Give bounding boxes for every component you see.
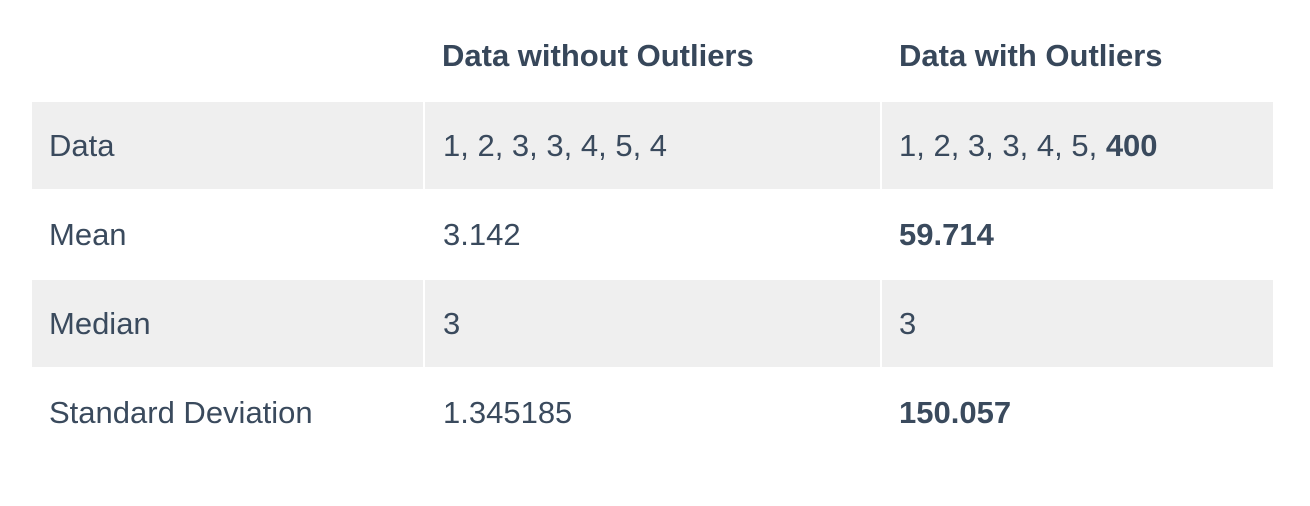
cell-stddev-with-outliers: 150.057: [880, 367, 1273, 456]
header-data-with-outliers: Data with Outliers: [899, 38, 1163, 73]
cell-mean-with-outliers: 59.714: [880, 189, 1273, 279]
table-row-mean: Mean 3.142 59.714: [32, 189, 1273, 279]
cell-data-with-outliers: 1, 2, 3, 3, 4, 5, 400: [880, 102, 1273, 190]
table-row-data: Data 1, 2, 3, 3, 4, 5, 4 1, 2, 3, 3, 4, …: [32, 102, 1273, 190]
outlier-comparison-table: Data without Outliers Data with Outliers…: [32, 10, 1273, 456]
row-label-median: Median: [32, 278, 424, 368]
table-header-row: Data without Outliers Data with Outliers: [32, 10, 1273, 102]
header-empty-cell: [32, 10, 424, 102]
header-data-without-outliers: Data without Outliers: [442, 38, 754, 73]
table-row-standard-deviation: Standard Deviation 1.345185 150.057: [32, 367, 1273, 456]
cell-data-without-outliers: 1, 2, 3, 3, 4, 5, 4: [423, 102, 881, 190]
row-label-data: Data: [32, 102, 424, 190]
table-row-median: Median 3 3: [32, 278, 1273, 368]
cell-mean-without-outliers: 3.142: [423, 189, 881, 279]
comparison-table-container: Data without Outliers Data with Outliers…: [32, 10, 1273, 456]
cell-stddev-without-outliers: 1.345185: [423, 367, 881, 456]
cell-data-with-outliers-outlier: 400: [1105, 127, 1158, 163]
cell-median-without-outliers: 3: [423, 278, 881, 368]
cell-data-with-outliers-values: 1, 2, 3, 3, 4, 5,: [899, 127, 1106, 163]
row-label-mean: Mean: [32, 189, 424, 279]
cell-median-with-outliers: 3: [880, 278, 1273, 368]
row-label-standard-deviation: Standard Deviation: [32, 367, 424, 456]
